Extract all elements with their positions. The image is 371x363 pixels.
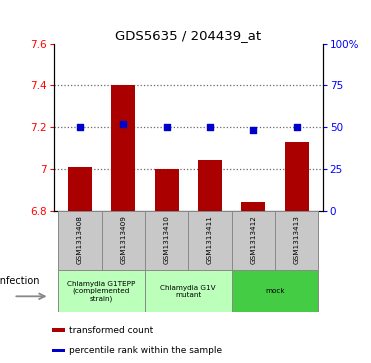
Bar (102, 211, 145, 270)
Text: GSM1313409: GSM1313409 (120, 215, 126, 264)
Bar (275, 211, 318, 270)
Bar (111, 85, 135, 211)
Text: percentile rank within the sample: percentile rank within the sample (69, 346, 221, 355)
Point (294, 124, 300, 130)
Bar (58, 270, 145, 312)
Point (250, 127, 256, 133)
Text: GSM1313410: GSM1313410 (164, 215, 170, 264)
Bar (145, 270, 232, 312)
Point (120, 121, 126, 127)
Text: infection: infection (0, 276, 40, 286)
Text: transformed count: transformed count (69, 326, 153, 335)
Text: GSM1313408: GSM1313408 (77, 215, 83, 264)
Bar (58, 211, 102, 270)
Point (164, 124, 170, 130)
Text: GSM1313413: GSM1313413 (294, 215, 300, 264)
Text: Chlamydia G1V
mutant: Chlamydia G1V mutant (161, 285, 216, 298)
Bar (198, 160, 222, 211)
Bar (155, 169, 178, 211)
Text: GSM1313411: GSM1313411 (207, 215, 213, 264)
Bar (52, 328, 65, 332)
Bar (188, 211, 232, 270)
Title: GDS5635 / 204439_at: GDS5635 / 204439_at (115, 29, 261, 42)
Bar (145, 211, 188, 270)
Bar (285, 142, 309, 211)
Bar (242, 202, 265, 211)
Bar (232, 211, 275, 270)
Text: mock: mock (265, 288, 285, 294)
Bar (232, 270, 318, 312)
Point (77, 124, 83, 130)
Point (207, 124, 213, 130)
Bar (52, 348, 65, 352)
Bar (68, 167, 92, 211)
Text: GSM1313412: GSM1313412 (250, 215, 256, 264)
Text: Chlamydia G1TEPP
(complemented
strain): Chlamydia G1TEPP (complemented strain) (67, 281, 136, 302)
